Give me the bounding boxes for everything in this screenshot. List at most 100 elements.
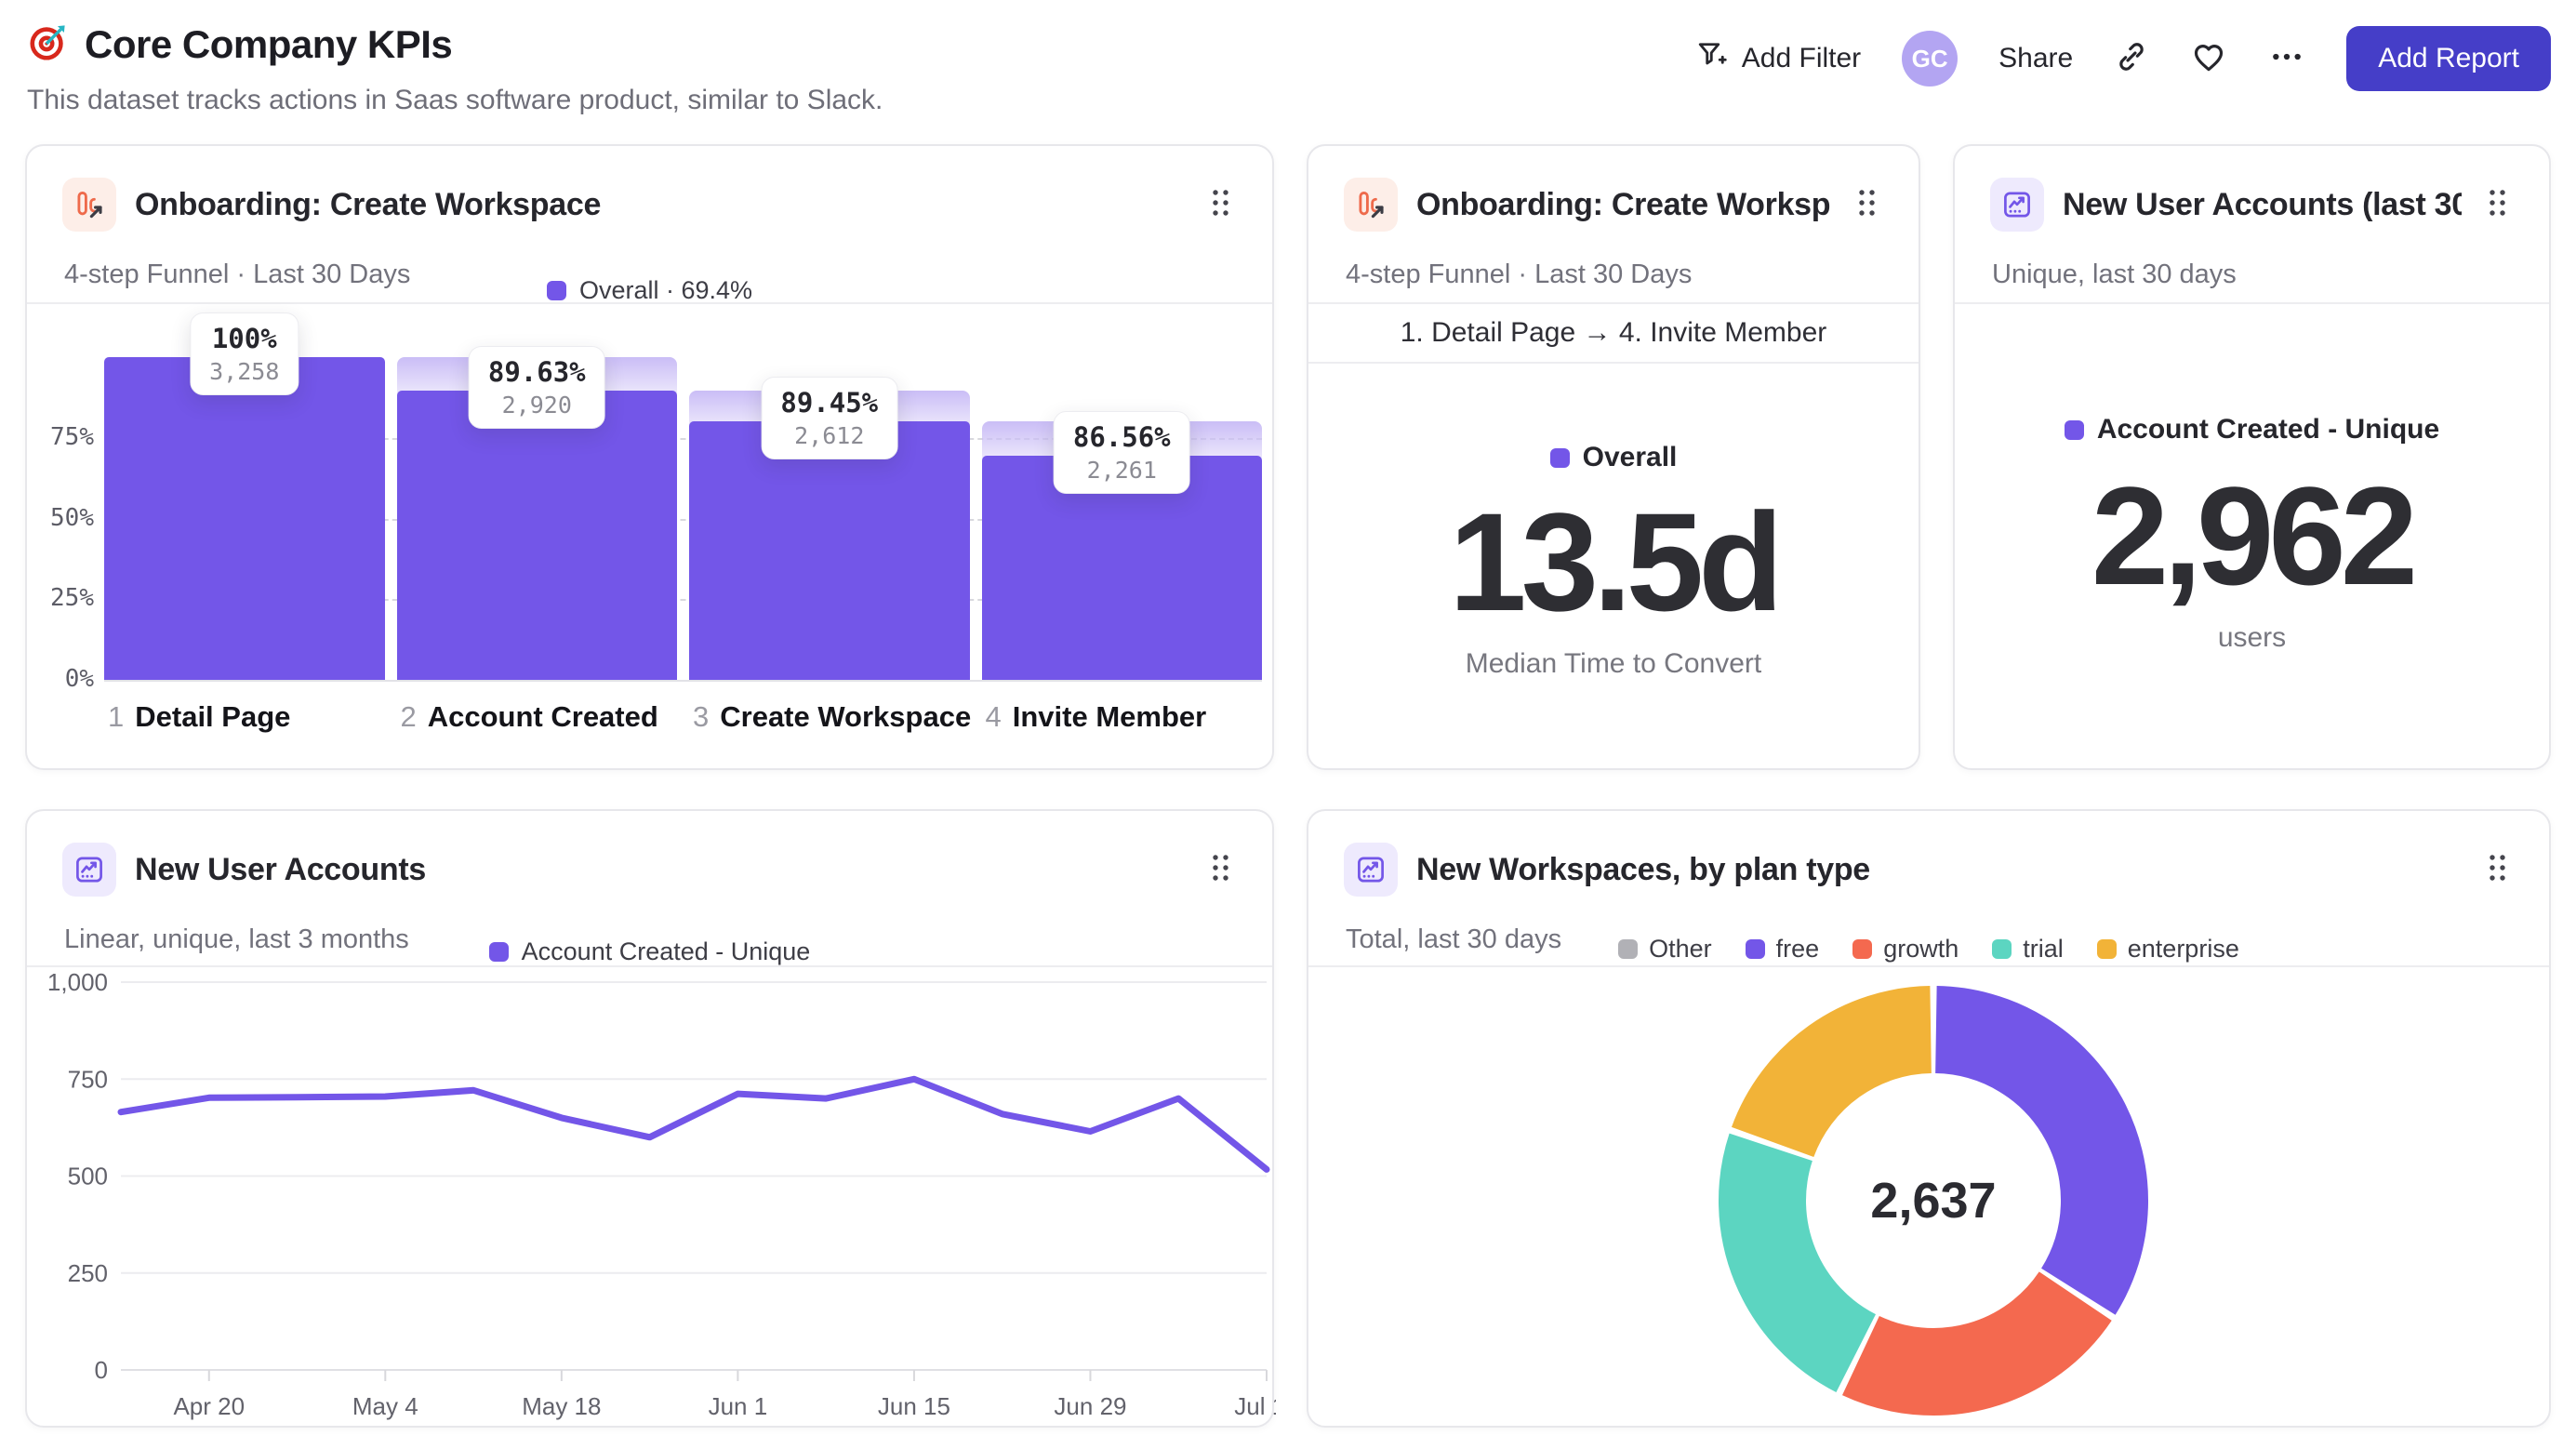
line-xtick-label: Jun 15: [878, 1392, 950, 1420]
legend-label: Overall: [1582, 442, 1678, 472]
line-xtick-label: Apr 20: [173, 1392, 245, 1420]
drag-handle-icon[interactable]: [1850, 183, 1883, 227]
legend-label: enterprise: [2127, 935, 2239, 963]
divider: [1308, 302, 1919, 304]
dartboard-icon: [27, 20, 70, 68]
card-title: Onboarding: Create Workspace: [135, 186, 602, 222]
legend-swatch: [2096, 939, 2117, 959]
card-title: New User Accounts: [135, 851, 426, 887]
legend-swatch: [1992, 939, 2012, 959]
card-subtitle: 4-step Funnel · Last 30 Days: [1346, 259, 1693, 289]
line-series[interactable]: [117, 1075, 1270, 1173]
funnel-bar-3[interactable]: [689, 420, 970, 680]
funnel-chart-icon: [1344, 178, 1398, 232]
card-subtitle: Unique, last 30 days: [1992, 259, 2237, 289]
funnel-bar-tooltip: 86.56% 2,261: [1053, 411, 1190, 495]
line-xtick-label: Jun 29: [1054, 1392, 1126, 1420]
median-legend[interactable]: Overall: [1308, 442, 1919, 473]
heart-icon: [2190, 38, 2227, 80]
legend-label: Overall · 69.4%: [578, 276, 753, 304]
add-report-button[interactable]: Add Report: [2346, 26, 2551, 91]
legend-swatch: [1745, 939, 1765, 959]
users30-value: 2,962: [2091, 458, 2418, 614]
page-subtitle: This dataset tracks actions in Saas soft…: [27, 85, 883, 115]
line-xtick-label: Jun 1: [709, 1392, 768, 1420]
card-subtitle: Total, last 30 days: [1346, 924, 1562, 954]
donut-legend: Other free growth trial enterprise: [1308, 935, 2549, 964]
legend-label: trial: [2023, 935, 2064, 963]
funnel-bar-1[interactable]: [104, 357, 385, 680]
legend-label: Other: [1649, 935, 1712, 963]
users30-value-label: users: [2217, 622, 2287, 653]
users30-legend[interactable]: Account Created - Unique: [1955, 414, 2549, 445]
donut-legend-item-Other[interactable]: Other: [1618, 935, 1712, 964]
line-ytick: 1,000: [47, 968, 108, 996]
toolbar-controls: Add Filter GC Share: [1695, 20, 2551, 91]
legend-swatch: [546, 281, 566, 300]
funnel-gridline: [104, 680, 1262, 682]
funnel-ytick: 50%: [50, 503, 94, 532]
avatar[interactable]: GC: [1902, 31, 1959, 86]
funnel-ytick: 25%: [50, 584, 94, 613]
funnel-ytick: 0%: [64, 665, 94, 693]
donut-legend-item-free[interactable]: free: [1745, 935, 1820, 964]
drag-handle-icon[interactable]: [2480, 183, 2514, 227]
line-xtick-label: Jul 13: [1234, 1392, 1276, 1420]
ellipsis-icon: [2268, 38, 2305, 80]
line-chart[interactable]: 0 250 500 750 1,000 Apr 20 May 4 May 18 Jun 1 Jun…: [27, 811, 1276, 1429]
funnel-step-label: 2 Account Created: [400, 700, 658, 733]
funnel-gridline: [104, 518, 1262, 521]
drag-handle-icon[interactable]: [1203, 848, 1237, 892]
line-ytick: 0: [95, 1356, 108, 1384]
card-median-time: Onboarding: Create Workspace 4-step Funn…: [1307, 144, 1920, 770]
legend-label: Account Created - Unique: [2096, 414, 2440, 445]
legend-swatch: [1618, 939, 1639, 959]
page-title: Core Company KPIs: [85, 21, 453, 66]
legend-label: free: [1775, 935, 1820, 963]
funnel-plot[interactable]: 0% 25% 50% 75% 1 Detail Page 2 Account Create…: [27, 146, 1272, 768]
share-button[interactable]: Share: [1998, 43, 2073, 74]
favorite-button[interactable]: [2190, 38, 2227, 80]
drag-handle-icon[interactable]: [2480, 848, 2514, 892]
legend-swatch: [2064, 419, 2084, 440]
donut-legend-item-trial[interactable]: trial: [1992, 935, 2064, 964]
add-filter-button[interactable]: Add Filter: [1695, 38, 1861, 79]
copy-link-button[interactable]: [2114, 39, 2149, 79]
legend-swatch: [488, 942, 509, 962]
donut-chart[interactable]: 2,637: [1308, 811, 2553, 1429]
median-value: 13.5d: [1449, 484, 1784, 640]
donut-segment-free[interactable]: [1934, 986, 2148, 1315]
card-subtitle: Linear, unique, last 3 months: [64, 924, 409, 954]
donut-legend-item-enterprise[interactable]: enterprise: [2096, 935, 2239, 964]
legend-label: growth: [1883, 935, 1959, 963]
funnel-bar-2[interactable]: [396, 390, 677, 680]
donut-center-total: 2,637: [1870, 1173, 1996, 1229]
card-title: New User Accounts (last 30 days): [2063, 186, 2462, 222]
funnel-bar-tooltip: 100% 3,258: [190, 312, 299, 395]
funnel-legend[interactable]: Overall · 69.4%: [27, 276, 1272, 305]
divider: [1955, 302, 2549, 304]
funnel-range-label: 1. Detail Page → 4. Invite Member: [1308, 302, 1919, 364]
funnel-bar-tooltip: 89.45% 2,612: [761, 376, 898, 459]
top-bar: Core Company KPIs This dataset tracks ac…: [25, 20, 2551, 116]
donut-legend-item-growth[interactable]: growth: [1852, 935, 1959, 964]
donut-segment-growth[interactable]: [1842, 1270, 2112, 1416]
card-title: Onboarding: Create Workspace: [1416, 186, 1831, 222]
drag-handle-icon[interactable]: [1203, 183, 1237, 227]
card-new-users-30d: New User Accounts (last 30 days) Unique,…: [1953, 144, 2551, 770]
title-block: Core Company KPIs This dataset tracks ac…: [25, 20, 883, 116]
funnel-gridline: [104, 599, 1262, 602]
donut-segment-enterprise[interactable]: [1732, 986, 1933, 1159]
funnel-step-label: 3 Create Workspace: [693, 700, 972, 733]
donut-segment-trial[interactable]: [1719, 1133, 1878, 1392]
funnel-bar-tooltip: 89.63% 2,920: [468, 345, 605, 429]
more-menu-button[interactable]: [2268, 38, 2305, 80]
divider: [27, 965, 1272, 967]
line-legend[interactable]: Account Created - Unique: [27, 937, 1272, 966]
card-new-users-line: New User Accounts Linear, unique, last 3…: [25, 809, 1276, 1429]
line-xtick-label: May 4: [352, 1392, 418, 1420]
line-ytick: 500: [68, 1163, 108, 1190]
link-icon: [2114, 39, 2149, 79]
line-xtick-label: May 18: [522, 1392, 601, 1420]
